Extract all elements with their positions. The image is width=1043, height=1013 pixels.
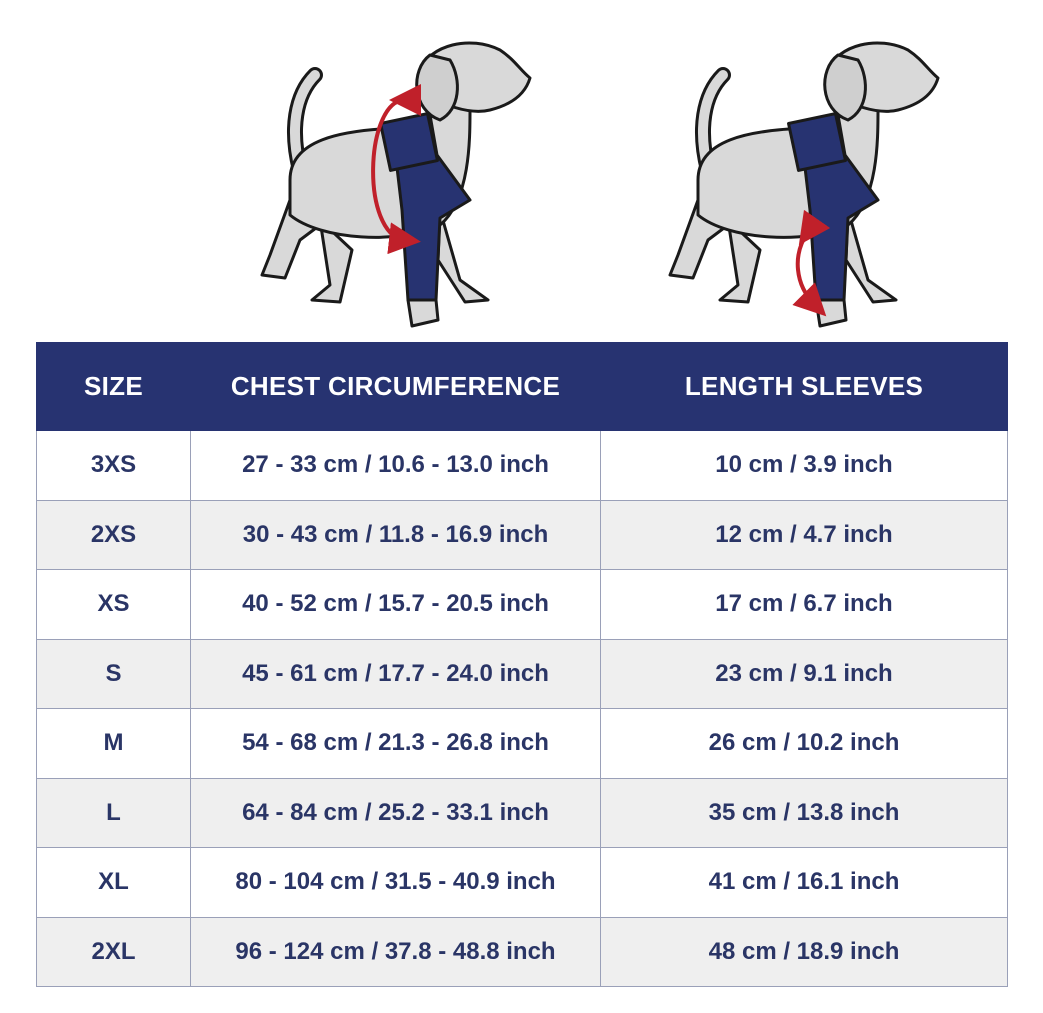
measure-cell: 41 cm / 16.1 inch: [600, 847, 1008, 918]
measure-cell: 80 - 104 cm / 31.5 - 40.9 inch: [190, 847, 601, 918]
measure-cell: 26 cm / 10.2 inch: [600, 708, 1008, 779]
size-cell: 2XS: [36, 499, 191, 570]
measure-cell: 12 cm / 4.7 inch: [600, 499, 1008, 570]
header-cell: SIZE: [36, 342, 191, 431]
measure-cell: 96 - 124 cm / 37.8 - 48.8 inch: [190, 916, 601, 987]
measure-cell: 10 cm / 3.9 inch: [600, 430, 1008, 501]
table-body: 3XS 27 - 33 cm / 10.6 - 13.0 inch 10 cm / …: [36, 430, 1008, 987]
table-row: XL 80 - 104 cm / 31.5 - 40.9 inch 41 cm / …: [36, 847, 1008, 918]
dog-chest-illustration: [262, 43, 530, 326]
table-row: XS 40 - 52 cm / 15.7 - 20.5 inch 17 cm / 6…: [36, 569, 1008, 640]
measure-cell: 30 - 43 cm / 11.8 - 16.9 inch: [190, 499, 601, 570]
measure-cell: 40 - 52 cm / 15.7 - 20.5 inch: [190, 569, 601, 640]
length-arrow: [792, 209, 831, 317]
header-cell: LENGTH SLEEVES: [600, 342, 1008, 431]
size-cell: M: [36, 708, 191, 779]
measure-cell: 27 - 33 cm / 10.6 - 13.0 inch: [190, 430, 601, 501]
table-row: 2XS 30 - 43 cm / 11.8 - 16.9 inch 12 cm / …: [36, 499, 1008, 570]
size-cell: 2XL: [36, 916, 191, 987]
measure-cell: 23 cm / 9.1 inch: [600, 638, 1008, 709]
measure-cell: 17 cm / 6.7 inch: [600, 569, 1008, 640]
illustrations: [0, 0, 1043, 340]
size-cell: S: [36, 638, 191, 709]
measure-cell: 35 cm / 13.8 inch: [600, 777, 1008, 848]
measure-cell: 64 - 84 cm / 25.2 - 33.1 inch: [190, 777, 601, 848]
measure-cell: 45 - 61 cm / 17.7 - 24.0 inch: [190, 638, 601, 709]
table-row: M 54 - 68 cm / 21.3 - 26.8 inch 26 cm / 10…: [36, 708, 1008, 779]
size-table: SIZE CHEST CIRCUMFERENCE LENGTH SLEEVES 3X…: [36, 342, 1008, 987]
table-row: 3XS 27 - 33 cm / 10.6 - 13.0 inch 10 cm / …: [36, 430, 1008, 501]
size-cell: XS: [36, 569, 191, 640]
size-cell: 3XS: [36, 430, 191, 501]
table-row: S 45 - 61 cm / 17.7 - 24.0 inch 23 cm / 9.…: [36, 638, 1008, 709]
size-cell: L: [36, 777, 191, 848]
header-cell: CHEST CIRCUMFERENCE: [190, 342, 601, 431]
dog-sleeve-illustration: [670, 43, 938, 326]
size-cell: XL: [36, 847, 191, 918]
table-row: L 64 - 84 cm / 25.2 - 33.1 inch 35 cm / 13…: [36, 777, 1008, 848]
measure-cell: 54 - 68 cm / 21.3 - 26.8 inch: [190, 708, 601, 779]
chest-arrow: [371, 83, 422, 255]
header-row: SIZE CHEST CIRCUMFERENCE LENGTH SLEEVES: [36, 342, 1008, 431]
table-row: 2XL 96 - 124 cm / 37.8 - 48.8 inch 48 cm /…: [36, 916, 1008, 987]
measure-cell: 48 cm / 18.9 inch: [600, 916, 1008, 987]
